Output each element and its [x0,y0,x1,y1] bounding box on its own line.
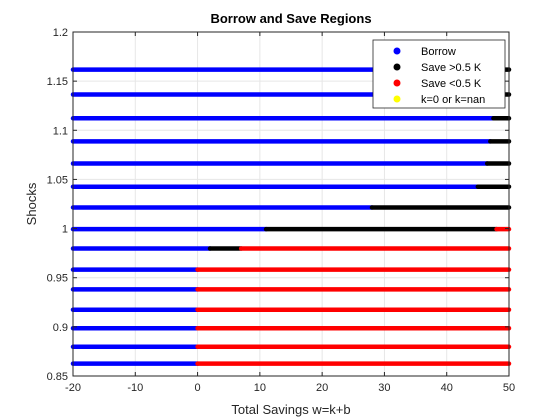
legend-label-save-high: Save >0.5 K [421,62,482,74]
y-tick-label: 0.95 [47,273,68,285]
y-tick-label: 1.2 [53,27,68,39]
y-tick-label: 1.15 [47,76,68,88]
x-tick-label: 20 [316,382,328,394]
legend-marker-save-high [394,64,401,71]
x-tick-label: -20 [65,382,81,394]
legend-marker-k-zero [394,96,401,103]
chart-title: Borrow and Save Regions [210,11,371,26]
legend: Borrow Save >0.5 K Save <0.5 K k=0 or k=… [373,40,505,108]
y-tick-label: 0.85 [47,371,68,383]
legend-marker-borrow [394,48,401,55]
legend-label-save-low: Save <0.5 K [421,78,482,90]
y-tick-label: 1.1 [53,125,68,137]
legend-label-k-zero: k=0 or k=nan [421,94,485,106]
y-tick-label: 1.05 [47,174,68,186]
x-tick-label: 0 [195,382,201,394]
x-tick-label: 10 [254,382,266,394]
x-tick-label: 40 [441,382,453,394]
y-tick-label: 0.9 [53,322,68,334]
x-axis-label: Total Savings w=k+b [231,402,350,417]
y-tick-label: 1 [62,224,68,236]
x-tick-label: -10 [127,382,143,394]
x-tick-label: 30 [378,382,390,394]
legend-label-borrow: Borrow [421,46,456,58]
legend-marker-save-low [394,80,401,87]
y-axis-label: Shocks [24,182,39,225]
x-tick-label: 50 [503,382,515,394]
